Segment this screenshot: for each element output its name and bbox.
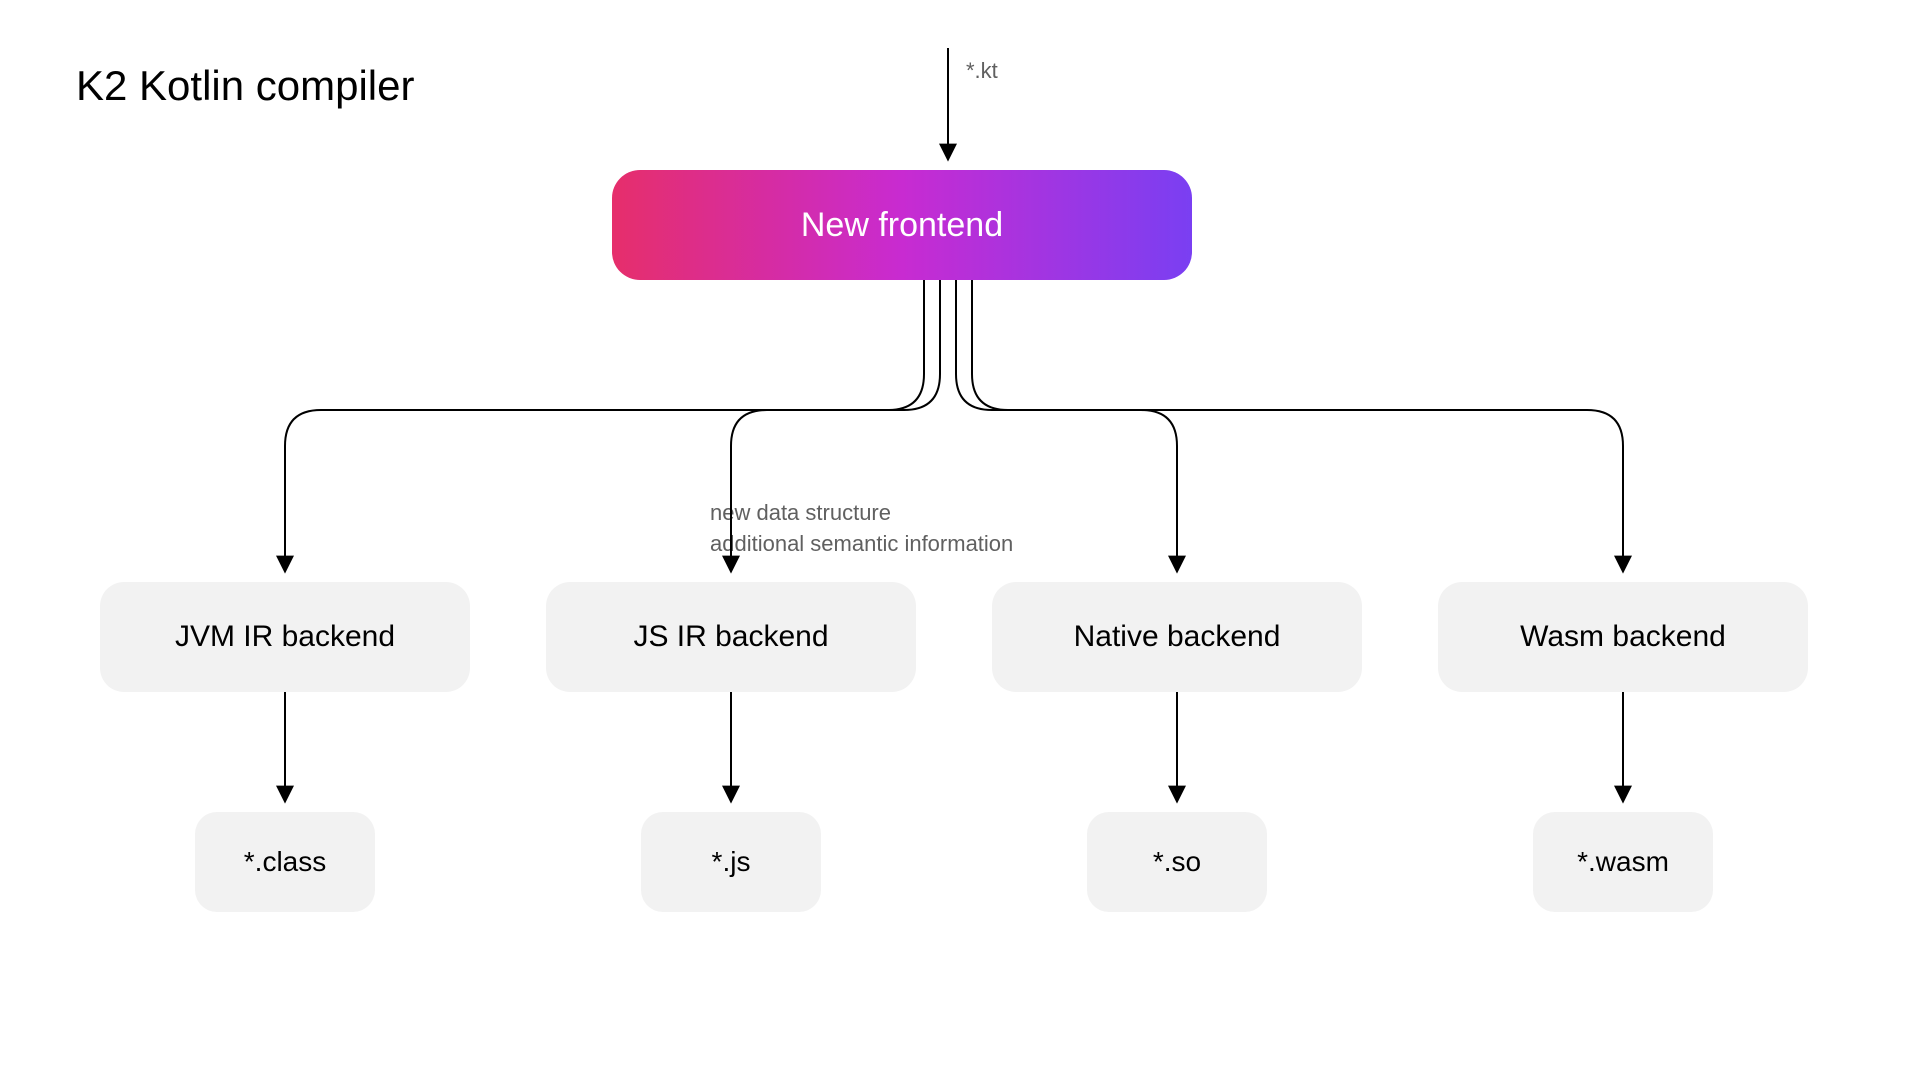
backend-node-js: JS IR backend <box>546 582 916 692</box>
output-node-label: *.so <box>1153 846 1201 878</box>
backend-node-label: Native backend <box>1074 620 1281 654</box>
backend-node-label: JS IR backend <box>633 620 828 654</box>
output-node-js: *.js <box>641 812 821 912</box>
output-node-label: *.class <box>244 846 326 878</box>
frontend-node-label: New frontend <box>801 206 1003 245</box>
edge-annotation-line2: additional semantic information <box>710 529 1013 560</box>
backend-node-wasm: Wasm backend <box>1438 582 1808 692</box>
output-node-class: *.class <box>195 812 375 912</box>
edge-annotation: new data structure additional semantic i… <box>710 498 1013 560</box>
input-file-label: *.kt <box>966 58 998 84</box>
backend-node-jvm: JVM IR backend <box>100 582 470 692</box>
backend-node-label: Wasm backend <box>1520 620 1726 654</box>
backend-node-native: Native backend <box>992 582 1362 692</box>
edge-annotation-line1: new data structure <box>710 498 1013 529</box>
backend-node-label: JVM IR backend <box>175 620 395 654</box>
output-node-label: *.wasm <box>1577 846 1669 878</box>
output-node-label: *.js <box>712 846 751 878</box>
output-node-wasm: *.wasm <box>1533 812 1713 912</box>
frontend-node: New frontend <box>612 170 1192 280</box>
diagram-title: K2 Kotlin compiler <box>76 62 414 110</box>
output-node-so: *.so <box>1087 812 1267 912</box>
